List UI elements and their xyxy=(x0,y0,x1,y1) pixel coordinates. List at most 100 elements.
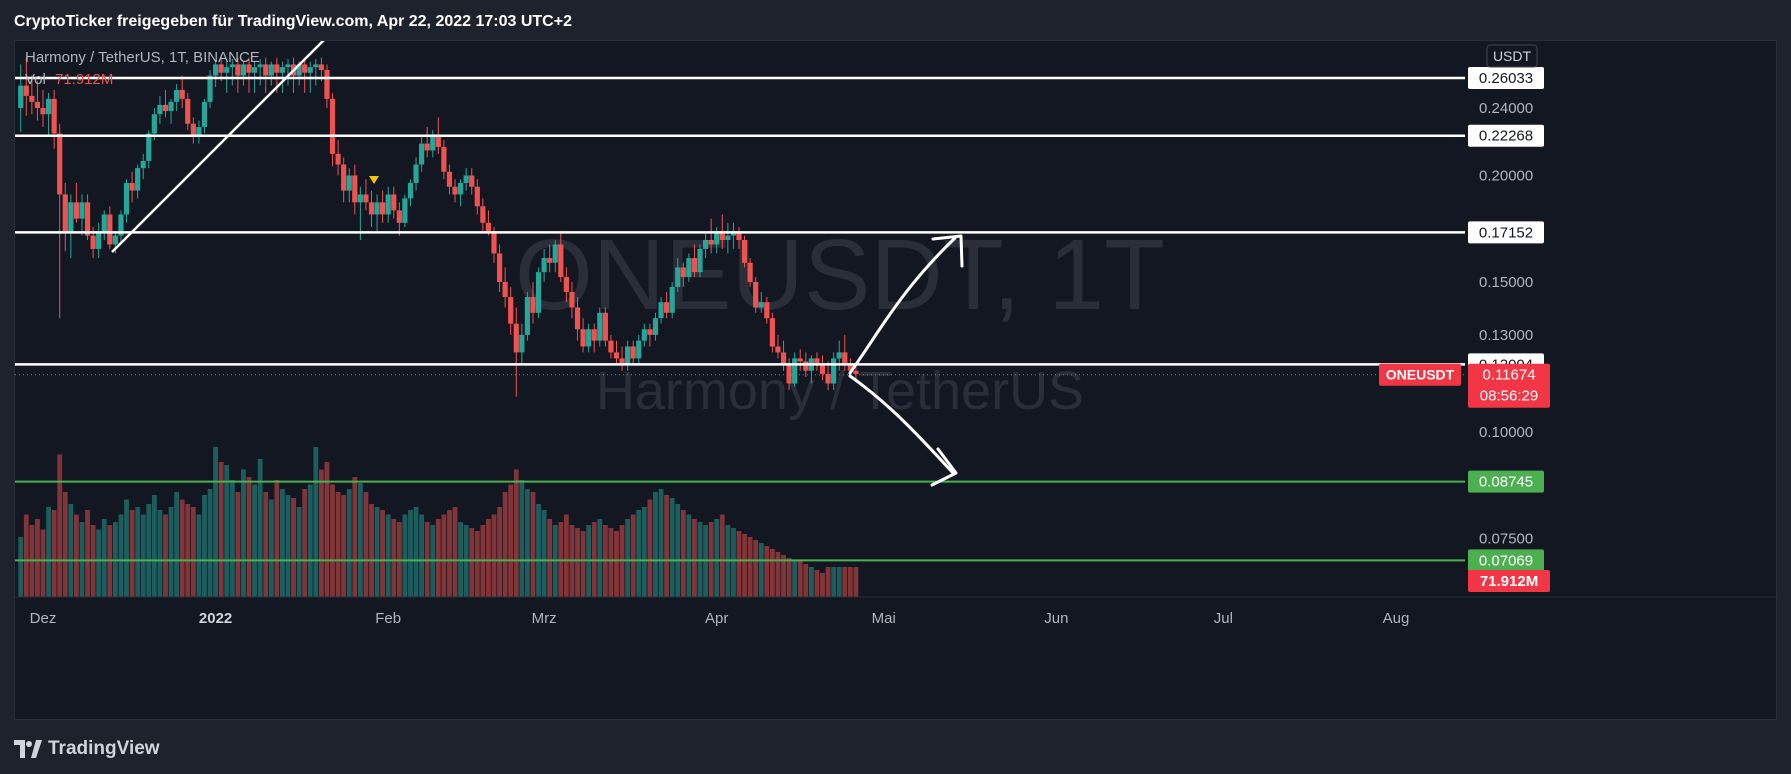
level-price-label[interactable]: 0.08745 xyxy=(1468,470,1544,493)
candle xyxy=(758,291,764,313)
candle xyxy=(179,75,185,108)
candle xyxy=(597,307,603,347)
volume-bar xyxy=(85,510,90,597)
volume-bar xyxy=(391,519,397,597)
candle xyxy=(368,190,375,228)
candle xyxy=(201,98,208,134)
horizontal-levels[interactable] xyxy=(15,76,1465,562)
volume-bar xyxy=(135,507,141,597)
volume-bar xyxy=(341,495,347,597)
volume-bar xyxy=(302,489,308,597)
candle xyxy=(825,361,831,391)
volume-bars xyxy=(18,447,859,597)
candle xyxy=(419,136,425,172)
volume-bar xyxy=(469,528,475,597)
candle xyxy=(792,352,798,387)
volume-bar xyxy=(291,498,296,597)
footer-brand[interactable]: TradingView xyxy=(14,737,160,761)
candle xyxy=(385,186,391,223)
candle xyxy=(23,57,29,116)
price-unit-label[interactable]: USDT xyxy=(1486,44,1538,68)
candle xyxy=(402,194,408,228)
volume-bar xyxy=(369,504,374,597)
candle xyxy=(658,297,664,324)
x-tick-label: Mrz xyxy=(532,610,557,627)
candle xyxy=(240,61,247,86)
candle xyxy=(591,323,597,353)
volume-bar xyxy=(146,504,152,597)
volume-bar xyxy=(547,519,553,597)
volume-bar xyxy=(224,465,230,597)
candle xyxy=(374,194,380,232)
candle xyxy=(480,198,486,232)
candle xyxy=(168,98,174,124)
candle xyxy=(619,346,625,371)
candle xyxy=(302,57,308,93)
volume-bar xyxy=(207,489,213,597)
candle xyxy=(96,222,102,259)
volume-bar xyxy=(847,567,853,597)
chart-panel[interactable]: ONEUSDT, 1T Harmony / TetherUS 0.24000 0.… xyxy=(14,35,1778,721)
candle xyxy=(586,323,592,353)
volume-bar xyxy=(385,514,391,597)
candle xyxy=(285,58,291,86)
svg-text:08:56:29: 08:56:29 xyxy=(1480,388,1538,405)
candle xyxy=(196,120,202,144)
candle xyxy=(680,262,686,287)
volume-bar xyxy=(129,510,135,597)
candle xyxy=(669,281,675,319)
candle xyxy=(457,179,464,207)
candle xyxy=(18,64,24,132)
volume-bar xyxy=(18,537,24,597)
candle xyxy=(352,164,358,215)
down-arrow-path[interactable] xyxy=(848,374,955,475)
up-arrow-path[interactable] xyxy=(848,236,957,375)
volume-bar xyxy=(736,531,742,597)
candle xyxy=(441,140,447,180)
level-price-label[interactable]: 0.26033 xyxy=(1468,66,1544,89)
candle xyxy=(341,157,347,203)
candle xyxy=(324,64,330,108)
x-tick-label: Jul xyxy=(1214,610,1233,627)
volume-bar xyxy=(335,492,341,597)
volume-bar xyxy=(101,519,107,597)
candle xyxy=(691,244,698,278)
volume-bar xyxy=(714,519,720,597)
candle xyxy=(697,244,703,278)
price-axis[interactable]: 0.24000 0.20000 0.15000 0.13000 0.10000 0.075… xyxy=(1379,44,1550,592)
volume-bar xyxy=(792,559,798,597)
volume-bar xyxy=(508,484,514,597)
candle xyxy=(107,206,113,249)
volume-bar xyxy=(831,567,837,597)
candle xyxy=(185,92,191,131)
drawings[interactable] xyxy=(111,35,964,487)
y-tick-label: 0.15000 xyxy=(1479,274,1533,291)
symbol-info: Harmony / TetherUS, 1T, BINANCE xyxy=(25,49,260,66)
candlestick-chart[interactable]: ONEUSDT, 1T Harmony / TetherUS 0.240000.… xyxy=(15,35,1778,721)
volume-bar xyxy=(803,564,809,597)
candle xyxy=(34,81,41,121)
volume-bar xyxy=(630,514,636,597)
candle xyxy=(446,164,453,195)
volume-bar xyxy=(51,510,57,597)
volume-bar xyxy=(313,447,319,597)
tradingview-logo-icon xyxy=(14,740,42,758)
volume-bar xyxy=(140,514,146,597)
volume-axis-label: 71.912M xyxy=(1468,570,1550,592)
volume-bar xyxy=(257,459,263,597)
volume-bar xyxy=(307,484,313,597)
volume-bar xyxy=(285,495,291,597)
level-price-label[interactable]: 0.07069 xyxy=(1468,549,1544,572)
last-price-label[interactable]: 0.11674 08:56:29 xyxy=(1468,363,1550,408)
volume-bar xyxy=(324,462,330,597)
level-price-label[interactable]: 0.17152 xyxy=(1468,221,1544,244)
volume-bar xyxy=(157,510,163,597)
candle xyxy=(407,179,414,207)
volume-bar xyxy=(174,492,180,597)
level-price-label[interactable]: 0.22268 xyxy=(1468,124,1544,147)
time-axis[interactable]: Dez 2022 Feb Mrz Apr Mai Jun Jul Aug xyxy=(15,596,1778,627)
trendline[interactable] xyxy=(111,35,329,253)
volume-bar xyxy=(263,492,269,597)
volume-bar xyxy=(641,507,647,597)
candle xyxy=(313,58,319,86)
